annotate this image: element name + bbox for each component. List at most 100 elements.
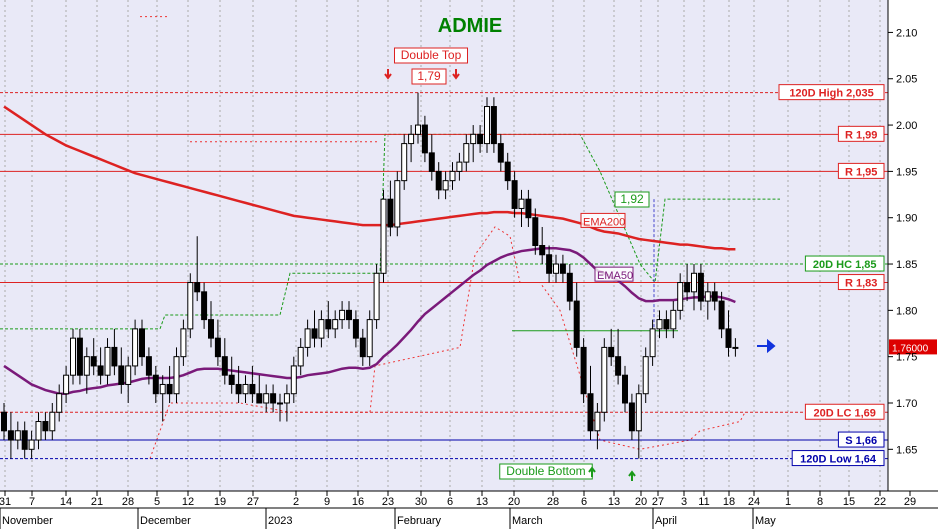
x-day-label: 7 [29, 496, 35, 508]
x-day-label: 16 [352, 496, 364, 508]
candle-body [283, 393, 290, 404]
candle-body [587, 393, 594, 432]
level-label: 20D HC 1,85 [813, 259, 877, 271]
candle-body [56, 393, 63, 413]
candle-body [111, 346, 118, 367]
x-day-label: 28 [547, 496, 559, 508]
candle-body [297, 346, 304, 367]
candle-body [28, 439, 35, 450]
y-tick-label: 2.00 [896, 120, 917, 132]
ema200-line [3, 105, 736, 251]
candle-body [608, 346, 615, 358]
candle-body [408, 133, 415, 145]
candle-body [346, 309, 352, 321]
y-tick-label: 1.85 [896, 259, 917, 271]
x-day-label: 13 [608, 496, 620, 508]
x-day-label: 23 [382, 496, 394, 508]
x-day-label: 6 [581, 496, 587, 508]
x-day-label: 27 [652, 496, 664, 508]
candle-body [42, 421, 49, 432]
x-month-label: March [512, 515, 543, 527]
candlestick-series [1, 92, 739, 459]
down-arrow-icon [452, 69, 460, 80]
x-day-label: 5 [154, 496, 160, 508]
candle-body [539, 245, 546, 256]
x-day-label: 21 [91, 496, 103, 508]
candle-body [649, 328, 656, 358]
candle-body [359, 337, 366, 358]
candle-body [511, 180, 518, 209]
candle-body [270, 393, 277, 404]
candle-body [628, 402, 635, 432]
candle-body [394, 180, 401, 228]
level-192-label-box [614, 191, 650, 208]
candle-body [242, 383, 249, 395]
candle-body [194, 282, 201, 293]
annotations: Double Top 1,79 1,92 Double Bottom 1.76000 [384, 47, 937, 481]
candle-body [490, 106, 497, 145]
candle-body [656, 319, 663, 330]
double-top-label: Double Top [401, 48, 462, 62]
x-day-label: 19 [214, 496, 226, 508]
candle-body [139, 328, 145, 358]
chart-title: ADMIE [438, 15, 502, 37]
candle-body [339, 309, 346, 321]
candle-body [83, 356, 90, 376]
candle-body [573, 300, 580, 348]
candle-body [615, 356, 622, 376]
candle-body [70, 337, 76, 376]
candle-body [421, 124, 428, 154]
down-arrow-icon [384, 69, 392, 80]
x-day-label: 20 [508, 496, 520, 508]
candle-body [263, 393, 270, 404]
candle-body [63, 374, 70, 395]
ema200-label-box [580, 212, 626, 228]
level-label: 20D LC 1,69 [814, 407, 876, 419]
level-label: S 1,66 [845, 435, 877, 447]
x-day-label: 2 [293, 496, 299, 508]
candle-body [718, 300, 725, 330]
y-tick-label: 1.95 [896, 166, 917, 178]
candle-body [311, 328, 318, 339]
candle-body [21, 430, 28, 450]
candle-body [532, 217, 539, 247]
candle-body [325, 319, 332, 330]
candle-body [594, 411, 601, 432]
candle-body [387, 198, 394, 228]
candle-body [208, 319, 214, 339]
candle-body [228, 374, 235, 385]
horizontal-levels: 120D High 2,035 R 1,99 R 1,95 20D HC 1,85 R … [0, 84, 888, 467]
candle-body [201, 291, 208, 321]
x-day-label: 6 [447, 496, 453, 508]
x-day-label: 18 [723, 496, 735, 508]
candle-body [449, 170, 456, 182]
x-day-label: 28 [122, 496, 134, 508]
y-tick-label: 1.70 [896, 398, 917, 410]
x-day-label: 27 [247, 496, 259, 508]
candle-body [732, 346, 739, 349]
level-label: R 1,83 [845, 278, 877, 290]
x-month-label: December [140, 515, 191, 527]
candle-body [380, 198, 387, 274]
x-day-label: 15 [843, 496, 855, 508]
right-arrow-icon [757, 338, 776, 354]
double-bottom-label: Double Bottom [506, 464, 585, 478]
candle-body [642, 356, 649, 395]
x-axis: 31 7 14 21 28 5 12 19 27 2 9 16 23 30 6 13 20 28 6 13 20 27 3 1… [0, 490, 938, 529]
double-top-label-box [394, 47, 468, 64]
candle-body [497, 143, 504, 163]
candle-body [415, 124, 421, 135]
candle-body [290, 365, 297, 395]
up-arrow-icon [628, 470, 636, 481]
level-label-box [778, 84, 885, 101]
x-day-label: 14 [60, 496, 72, 508]
candle-body [704, 291, 711, 302]
candle-body [504, 161, 511, 182]
x-month-label: February [397, 515, 442, 527]
candle-body [470, 133, 477, 145]
y-tick-label: 1.75 [896, 352, 917, 364]
x-day-label: 22 [874, 496, 886, 508]
candle-body [635, 393, 642, 432]
candle-body [159, 383, 166, 395]
